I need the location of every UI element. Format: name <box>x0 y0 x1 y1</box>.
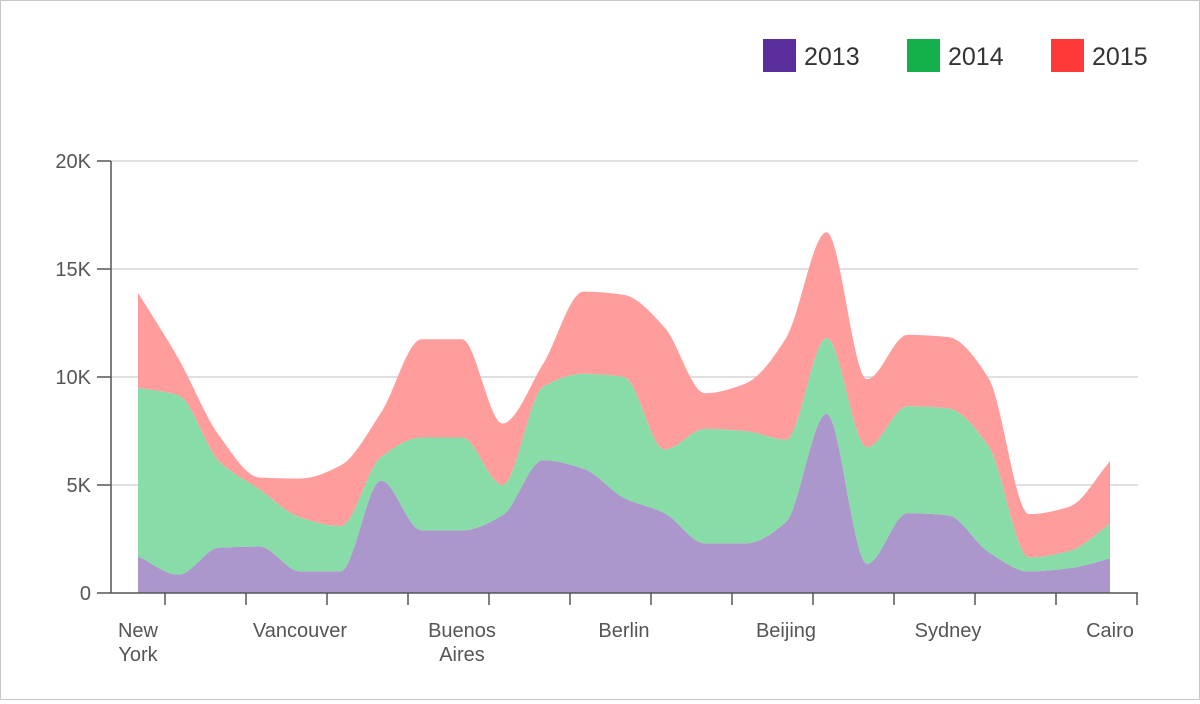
legend-swatch <box>763 39 796 72</box>
y-tick-label: 15K <box>55 259 91 281</box>
x-axis-ticks: New York Vancouver Buenos Aires Berlin Beijing… <box>118 593 1138 666</box>
x-category-label: New York <box>118 620 159 666</box>
legend[interactable]: 2013 2014 2015 <box>763 39 1148 72</box>
x-category-label: Cairo <box>1086 620 1134 642</box>
y-axis-ticks: 0 5K 10K 15K 20K <box>55 151 111 605</box>
legend-swatch <box>907 39 940 72</box>
series-area-2013[interactable] <box>138 413 1110 593</box>
y-tick-label: 0 <box>80 583 91 605</box>
x-category-label: Berlin <box>598 620 649 642</box>
series-area-2014[interactable] <box>138 338 1110 575</box>
series-area-2015[interactable] <box>138 232 1110 558</box>
y-tick-label: 5K <box>67 475 92 497</box>
legend-label: 2013 <box>804 43 860 71</box>
x-category-label: Buenos Aires <box>428 620 496 666</box>
x-category-label: Beijing <box>756 620 816 642</box>
x-category-label: Sydney <box>915 620 982 642</box>
legend-item-2013[interactable]: 2013 <box>763 39 860 72</box>
legend-swatch <box>1051 39 1084 72</box>
legend-item-2015[interactable]: 2015 <box>1051 39 1148 72</box>
x-category-label: Vancouver <box>253 620 347 642</box>
y-tick-label: 10K <box>55 367 91 389</box>
legend-label: 2015 <box>1092 43 1148 71</box>
series-areas <box>138 232 1110 593</box>
y-tick-label: 20K <box>55 151 91 173</box>
legend-item-2014[interactable]: 2014 <box>907 39 1004 72</box>
legend-label: 2014 <box>948 43 1004 71</box>
